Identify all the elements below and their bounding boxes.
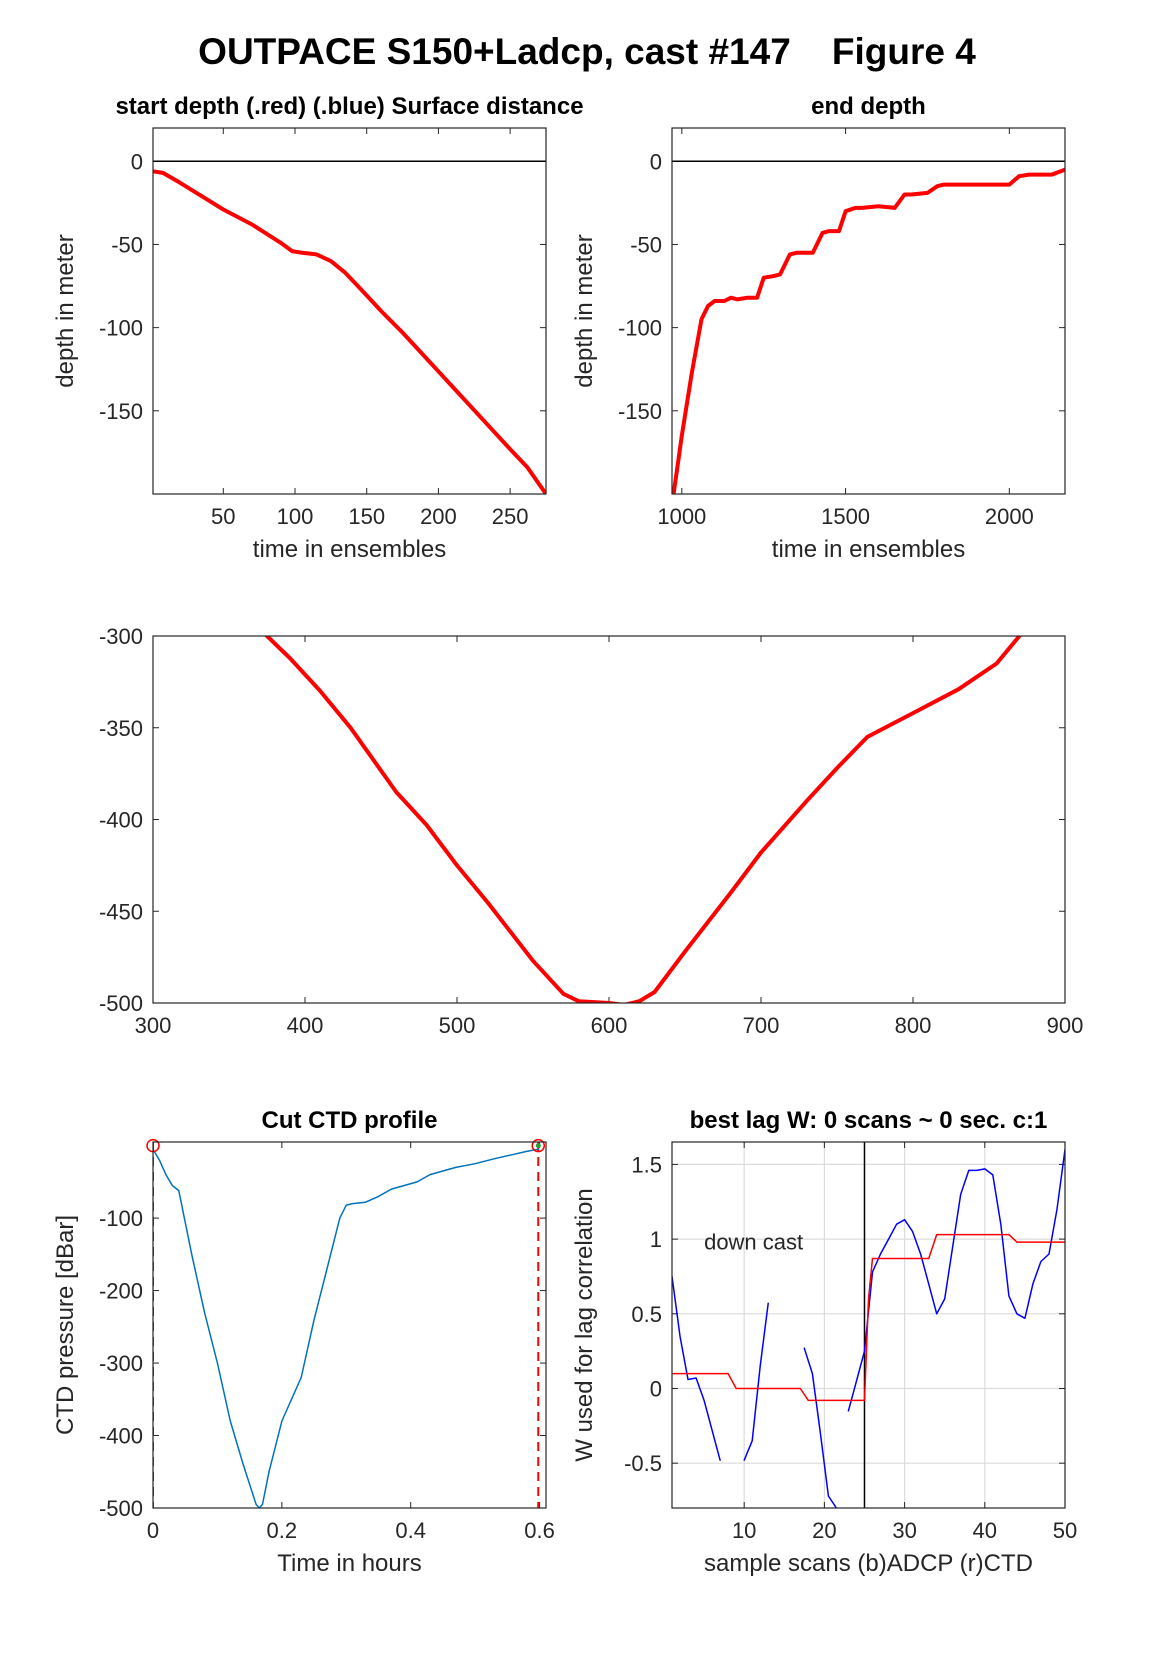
y-tick-label: -100 [618,316,662,341]
end-dot [535,1143,541,1149]
plot-title: Cut CTD profile [262,1107,438,1134]
y-tick-label: -500 [99,991,143,1016]
x-tick-label: 200 [420,504,457,529]
plot-title: end depth [811,93,926,120]
plot-area [153,1142,540,1508]
series-line-3 [847,1148,1065,1412]
plot-background [672,1142,1065,1508]
x-tick-label: 30 [892,1518,916,1543]
x-tick-label: 100 [277,504,314,529]
y-tick-label: 0 [650,1376,662,1401]
plot-area [153,160,546,494]
plot-p5: 10 20 30 40 50 1.5 1 0.5 0 -0.5 down cast best lag … [571,1107,1077,1577]
plot-p2: 1000 1500 2000 0 -50 -100 -150 end depth time in… [571,93,1066,563]
y-tick-label: 0 [131,149,143,174]
plot-background [153,1142,546,1508]
x-tick-label: 600 [591,1013,628,1038]
y-tick-label: -150 [99,399,143,424]
series-line-1 [743,1302,769,1461]
x-tick-label: 1000 [657,504,706,529]
x-tick-label: 0.4 [395,1518,426,1543]
cut-marker [531,1138,546,1153]
y-axis-label: CTD pressure [dBar] [52,1215,79,1435]
plot-frame [152,127,547,495]
plot-frame [152,1141,547,1509]
y-axis-label: depth in meter [571,234,598,387]
x-tick-label: 50 [1053,1518,1077,1543]
x-tick-label: 2000 [985,504,1034,529]
x-tick-label: 0 [147,1518,159,1543]
y-tick-label: -350 [99,716,143,741]
x-tick-label: 150 [348,504,385,529]
x-tick-label: 50 [211,504,235,529]
series-line-0 [153,1148,540,1508]
x-axis-label: time in ensembles [253,536,446,563]
x-axis-label: sample scans (b)ADCP (r)CTD [704,1550,1033,1577]
x-axis-label: time in ensembles [772,536,965,563]
x-tick-label: 700 [743,1013,780,1038]
x-tick-label: 500 [439,1013,476,1038]
series-line-0 [672,167,1065,494]
series-line-0 [265,636,1022,1003]
x-tick-label: 400 [287,1013,324,1038]
plot-frame [671,1141,1066,1509]
annotation-text: down cast [704,1230,803,1255]
plot-frame [152,635,1066,1004]
x-tick-label: 250 [492,504,529,529]
y-tick-label: -400 [99,1424,143,1449]
plot-area [672,1142,1065,1508]
x-axis-label: Time in hours [277,1550,422,1577]
y-tick-label: 1 [650,1227,662,1252]
plot-p1: 50 100 150 200 250 0 -50 -100 -150 start depth (.… [52,93,584,563]
y-tick-label: -100 [99,1206,143,1231]
y-tick-label: 1.5 [631,1152,662,1177]
series-line-0 [153,169,546,494]
x-tick-label: 10 [732,1518,756,1543]
x-tick-label: 0.2 [267,1518,298,1543]
plot-frame [671,127,1066,495]
plot-p3: 300 400 500 600 700 800 900 -300 -350 -400 -450 -50… [99,624,1083,1038]
figure-title: OUTPACE S150+Ladcp, cast #147 Figure 4 [198,31,976,72]
y-tick-label: -50 [630,232,662,257]
y-tick-label: 0 [650,149,662,174]
series-line-2 [803,1347,838,1508]
y-tick-label: -50 [111,232,143,257]
series-line-0 [672,1275,721,1461]
y-axis-label: depth in meter [52,234,79,387]
plot-title: best lag W: 0 scans ~ 0 sec. c:1 [690,1107,1048,1134]
plot-title: start depth (.red) (.blue) Surface dista… [115,93,583,120]
y-tick-label: -300 [99,1351,143,1376]
y-tick-label: -150 [618,399,662,424]
y-tick-label: -500 [99,1496,143,1521]
plot-area [265,636,1022,1003]
y-tick-label: -300 [99,624,143,649]
y-tick-label: 0.5 [631,1302,662,1327]
y-tick-label: -200 [99,1279,143,1304]
x-tick-label: 40 [973,1518,997,1543]
y-tick-label: -450 [99,899,143,924]
plot-area [672,160,1065,494]
x-tick-label: 800 [895,1013,932,1038]
plot-background [672,128,1065,494]
plot-background [153,128,546,494]
x-tick-label: 20 [812,1518,836,1543]
x-tick-label: 0.6 [524,1518,555,1543]
x-tick-label: 300 [135,1013,172,1038]
x-tick-label: 900 [1047,1013,1084,1038]
series-line-4 [672,1233,1065,1402]
y-axis-label: W used for lag correlation [571,1188,598,1461]
plot-background [153,636,1065,1003]
x-tick-label: 1500 [821,504,870,529]
y-tick-label: -0.5 [624,1451,662,1476]
y-tick-label: -100 [99,316,143,341]
plot-p4: 0 0.2 0.4 0.6 -100 -200 -300 -400 -500 Cut CTD pr… [52,1107,555,1577]
y-tick-label: -400 [99,808,143,833]
